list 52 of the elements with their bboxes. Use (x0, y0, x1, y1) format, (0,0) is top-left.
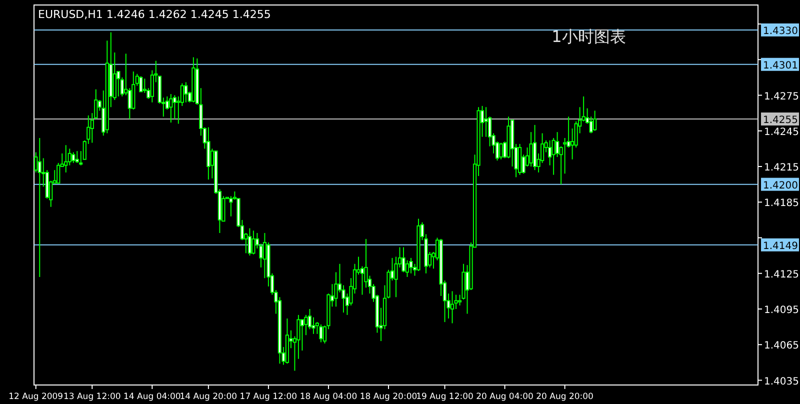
ref-line-label: 1.4255 (763, 115, 798, 126)
ref-line: 1.4149 (34, 238, 799, 252)
candlestick (319, 324, 323, 343)
ref-line: 1.4255 (34, 112, 799, 126)
candlestick (593, 110, 597, 132)
y-tick-label: 1.4215 (764, 162, 799, 174)
x-tick-label: 17 Aug 12:00 (240, 392, 298, 402)
candlestick (532, 124, 537, 171)
candlestick (409, 257, 413, 274)
candlestick (75, 150, 79, 164)
candlestick (139, 76, 143, 92)
y-tick-label: 1.4245 (764, 126, 799, 138)
candlestick (450, 290, 454, 324)
y-tick-label: 1.4095 (764, 305, 799, 316)
x-tick-label: 20 Aug 04:00 (476, 392, 534, 402)
ref-line-label: 1.4200 (763, 180, 798, 192)
candlestick (529, 132, 533, 167)
x-tick-label: 12 Aug 2009 (8, 392, 64, 402)
x-tick-label: 14 Aug 04:00 (124, 392, 181, 402)
candlestick (562, 138, 567, 174)
candlestick (248, 228, 252, 256)
candlestick (184, 82, 188, 103)
candlestick (499, 142, 503, 160)
y-tick-label: 1.4185 (764, 198, 799, 210)
candlestick (304, 314, 308, 336)
y-tick-label: 1.4035 (764, 376, 799, 388)
ref-line-label: 1.4301 (763, 60, 798, 72)
y-tick-label: 1.4275 (764, 91, 799, 102)
candlestick (64, 144, 68, 173)
candlestick (402, 246, 406, 273)
ref-line-label: 1.4149 (763, 240, 798, 252)
candlestick (38, 138, 42, 278)
x-tick-label: 20 Aug 20:00 (536, 392, 594, 402)
x-tick-label: 13 Aug 12:00 (63, 392, 121, 402)
ref-line: 1.4200 (34, 178, 799, 192)
chart-title: EURUSD,H1 1.4246 1.4262 1.4245 1.4255 (38, 8, 271, 21)
ref-line-label: 1.4330 (763, 26, 798, 37)
candlestick (229, 196, 233, 217)
candlestick (484, 106, 488, 138)
candlestick (300, 319, 304, 352)
y-tick-label: 1.4065 (764, 340, 799, 352)
x-tick-label: 14 Aug 20:00 (180, 392, 238, 402)
x-tick-label: 18 Aug 04:00 (300, 392, 358, 402)
x-tick-label: 18 Aug 20:00 (360, 392, 418, 402)
x-tick-label: 19 Aug 12:00 (416, 392, 474, 402)
annotation: 1小时图表 (552, 27, 626, 46)
candlestick (56, 162, 60, 184)
candlestick (252, 230, 256, 255)
ref-line: 1.4301 (34, 58, 799, 72)
candlestick (72, 152, 76, 164)
y-tick-label: 1.4125 (764, 269, 799, 280)
candlestick (169, 94, 173, 124)
